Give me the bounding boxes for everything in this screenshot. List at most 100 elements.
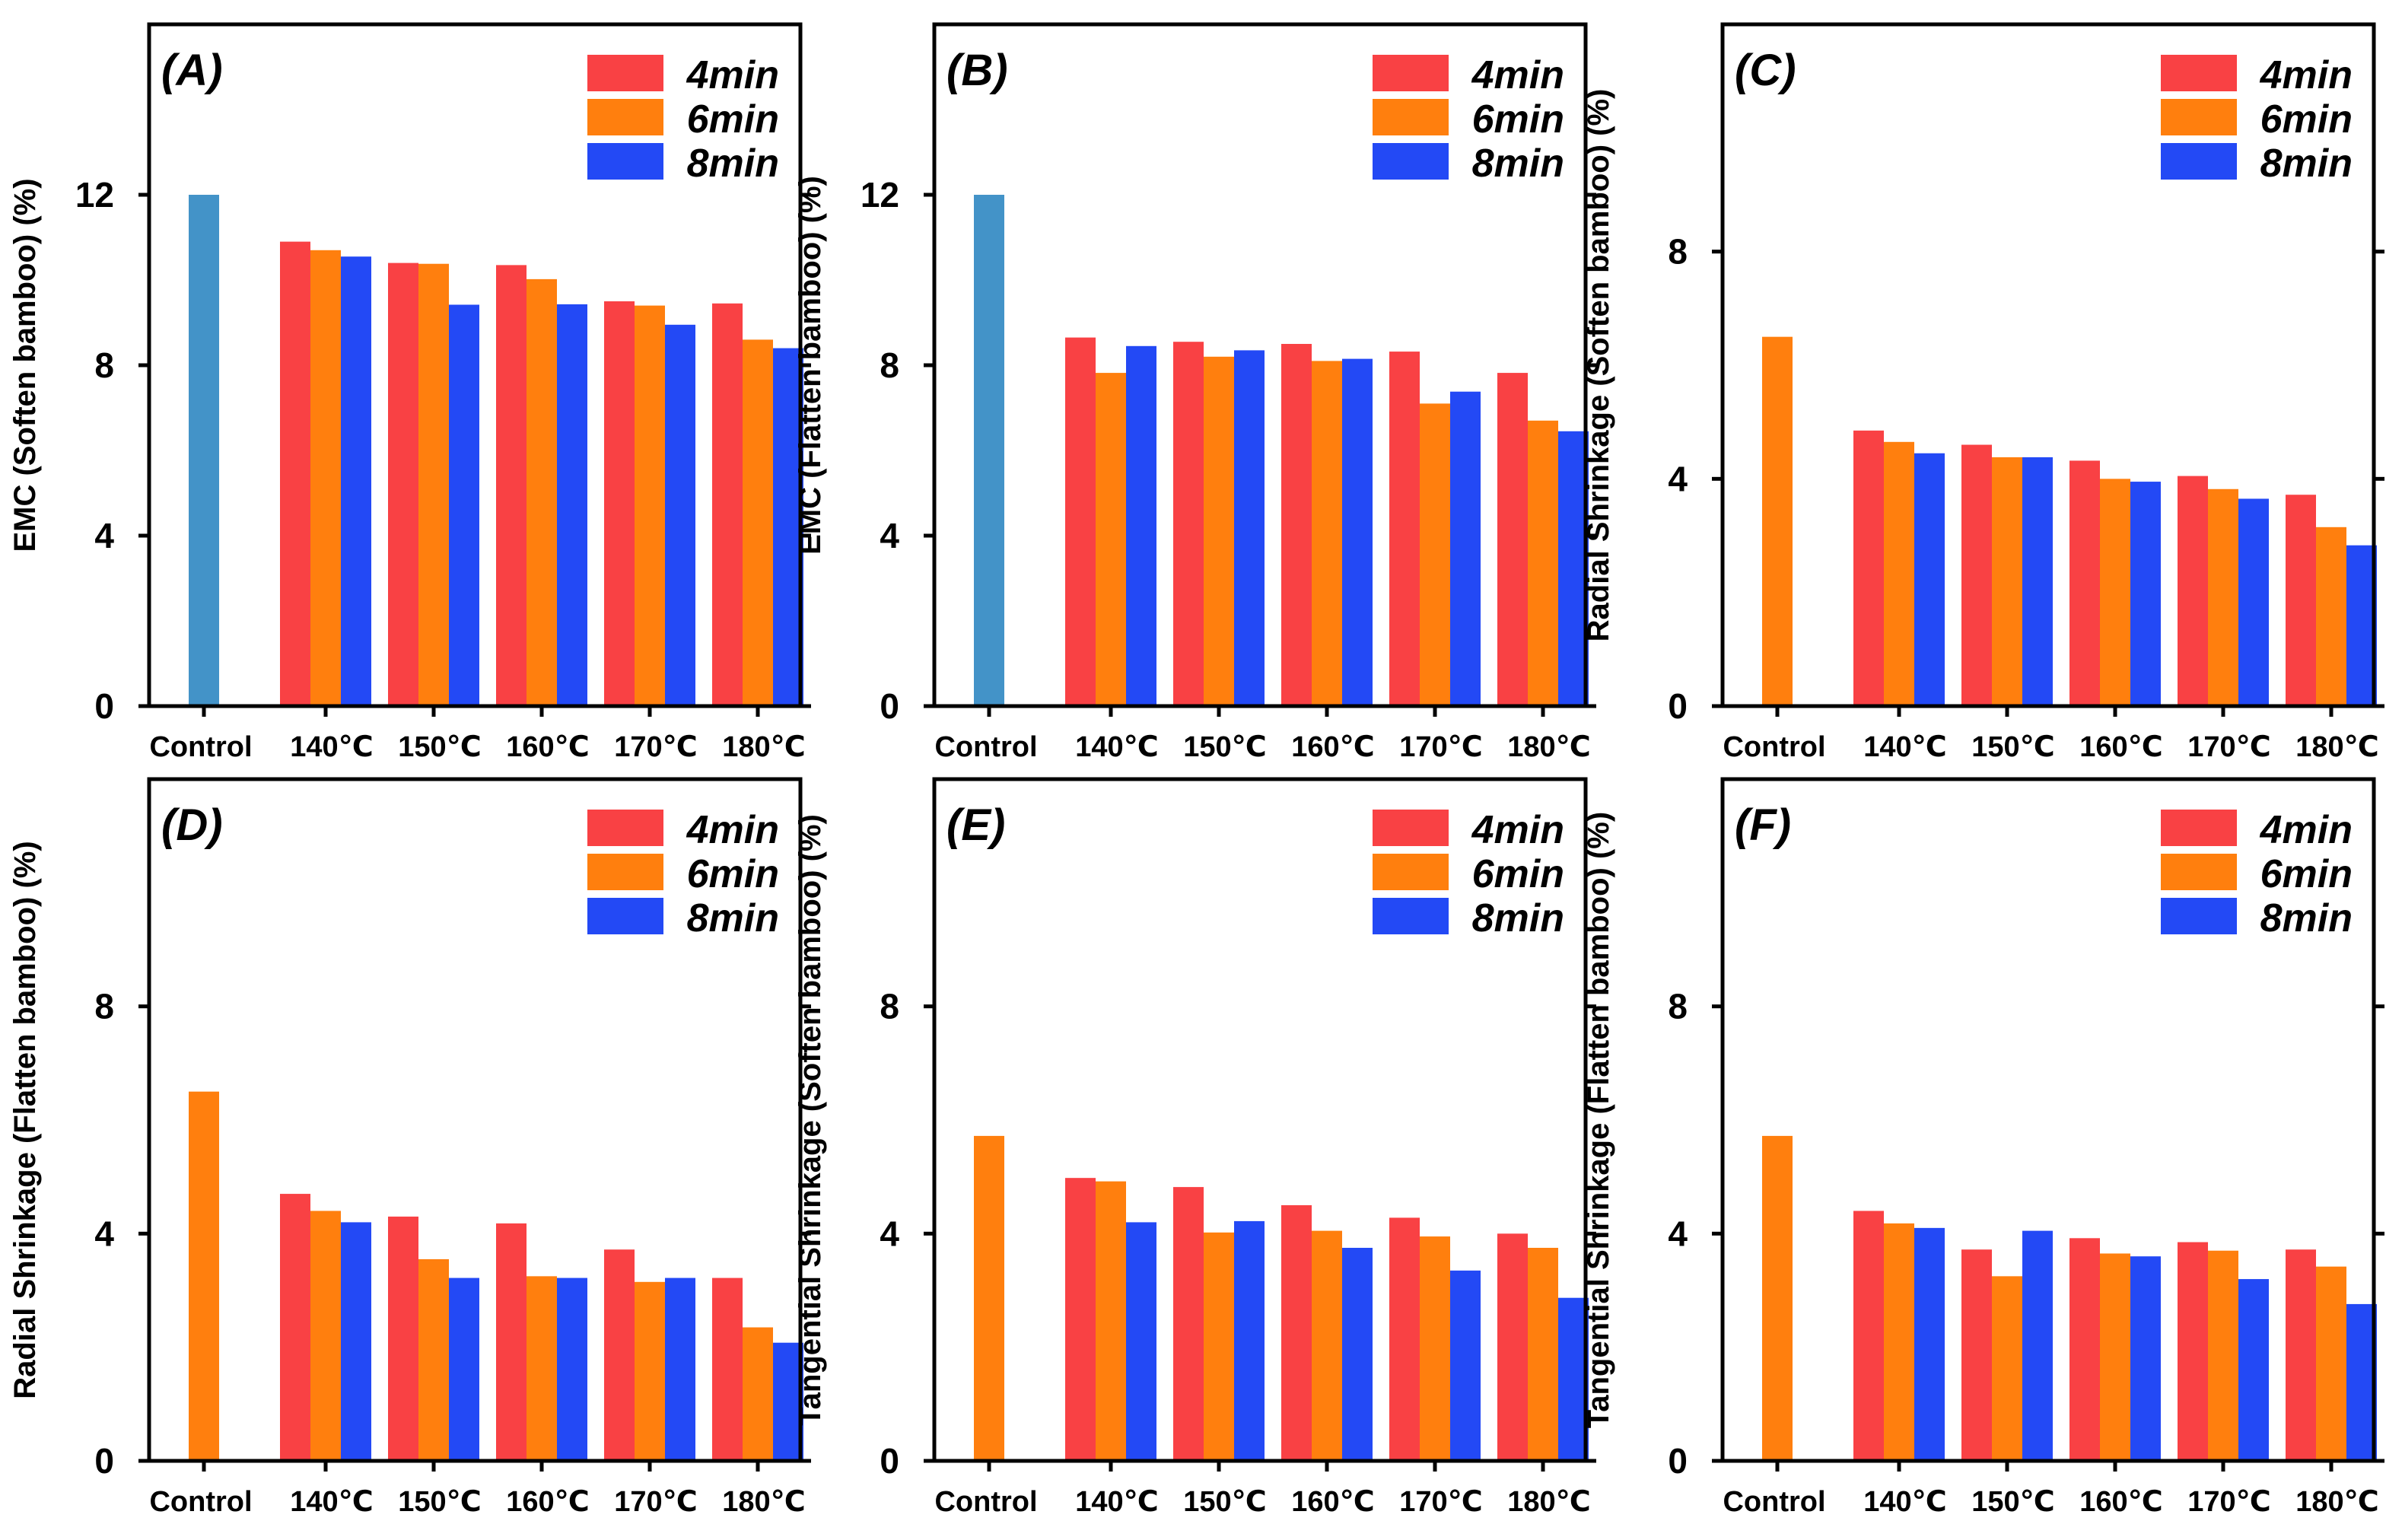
bar-6min-160℃ bbox=[527, 278, 557, 706]
legend-label-8min: 8min bbox=[1472, 142, 1564, 186]
y-tick-label: 0 bbox=[94, 1441, 114, 1481]
y-tick-label: 4 bbox=[880, 1214, 899, 1253]
legend-swatch-6min bbox=[1373, 854, 1449, 890]
legend-swatch-8min bbox=[1373, 898, 1449, 934]
panel-e: 0 4 8 Control 140℃ 150℃ 160℃ 170℃ 180℃ Tangential… bbox=[794, 777, 1596, 1518]
bar-6min-140℃ bbox=[310, 1211, 341, 1461]
bar-8min-180℃ bbox=[773, 348, 803, 706]
bar-6min-180℃ bbox=[743, 1327, 773, 1461]
bar-4min-170℃ bbox=[1389, 1217, 1420, 1461]
bar-4min-180℃ bbox=[712, 303, 743, 706]
y-tick-label: 4 bbox=[1668, 459, 1688, 498]
bar-8min-150℃ bbox=[2022, 1230, 2053, 1461]
legend-label-6min: 6min bbox=[687, 852, 779, 896]
y-axis-label: Tangential Shrinkage (Soften bamboo) (%) bbox=[794, 814, 827, 1426]
bar-8min-180℃ bbox=[1558, 1297, 1589, 1461]
bar-4min-150℃ bbox=[1173, 1187, 1204, 1461]
bar-4min-180℃ bbox=[1497, 373, 1528, 706]
panel-label: (D) bbox=[161, 800, 223, 850]
legend-swatch-4min bbox=[587, 55, 663, 91]
y-tick-label: 0 bbox=[1668, 1441, 1688, 1481]
y-tick-label: 0 bbox=[1668, 686, 1688, 726]
x-tick-label: 180℃ bbox=[1507, 1486, 1590, 1518]
legend-swatch-8min bbox=[587, 143, 663, 180]
bar-4min-170℃ bbox=[604, 301, 635, 706]
y-tick-label: 4 bbox=[94, 1214, 114, 1253]
bar-8min-150℃ bbox=[1234, 350, 1265, 706]
x-tick-label: 180℃ bbox=[1507, 731, 1590, 763]
y-tick-label: 8 bbox=[880, 345, 899, 385]
bar-4min-170℃ bbox=[604, 1249, 635, 1461]
bar-8min-150℃ bbox=[449, 1278, 479, 1461]
bar-4min-150℃ bbox=[1173, 342, 1204, 706]
legend-label-4min: 4min bbox=[686, 808, 779, 852]
y-tick-label: 0 bbox=[94, 686, 114, 726]
bar-4min-180℃ bbox=[2286, 495, 2316, 706]
legend-swatch-4min bbox=[2161, 810, 2237, 846]
bar-6min-170℃ bbox=[2208, 1250, 2238, 1461]
bar-8min-170℃ bbox=[2238, 498, 2269, 706]
panel-label: (A) bbox=[161, 46, 223, 95]
panel-f: 0 4 8 Control 140℃ 150℃ 160℃ 170℃ 180℃ Tangential… bbox=[1582, 777, 2384, 1518]
legend-label-6min: 6min bbox=[1472, 97, 1564, 142]
legend-label-8min: 8min bbox=[687, 142, 779, 186]
bar-6min-170℃ bbox=[635, 305, 665, 707]
x-tick-label: Control bbox=[934, 731, 1037, 763]
legend-label-4min: 4min bbox=[2260, 808, 2353, 852]
bar-8min-160℃ bbox=[557, 1278, 587, 1461]
x-tick-label: 150℃ bbox=[1971, 1486, 2054, 1518]
bar-4min-160℃ bbox=[1281, 1205, 1312, 1461]
x-tick-label: 150℃ bbox=[1183, 1486, 1266, 1518]
y-tick-label: 0 bbox=[880, 686, 899, 726]
panel-label: (F) bbox=[1735, 800, 1791, 850]
legend-label-4min: 4min bbox=[2260, 53, 2353, 97]
bar-8min-160℃ bbox=[1342, 1248, 1373, 1461]
bar-6min-150℃ bbox=[1992, 457, 2022, 706]
bar-6min-170℃ bbox=[1420, 403, 1450, 706]
bar-control bbox=[189, 1091, 219, 1461]
legend-label-4min: 4min bbox=[1471, 53, 1564, 97]
legend-label-8min: 8min bbox=[687, 896, 779, 940]
bar-4min-150℃ bbox=[388, 1216, 418, 1461]
y-tick-label: 4 bbox=[94, 516, 114, 555]
y-tick-label: 8 bbox=[94, 987, 114, 1026]
bar-8min-180℃ bbox=[2346, 1303, 2377, 1461]
x-tick-label: 170℃ bbox=[1399, 731, 1482, 763]
bar-control bbox=[974, 195, 1004, 706]
bar-8min-180℃ bbox=[773, 1342, 803, 1461]
legend-label-4min: 4min bbox=[1471, 808, 1564, 852]
bar-6min-140℃ bbox=[1884, 441, 1914, 706]
legend-label-6min: 6min bbox=[2260, 852, 2353, 896]
bar-6min-160℃ bbox=[1312, 361, 1342, 706]
x-tick-label: Control bbox=[934, 1486, 1037, 1518]
legend-swatch-4min bbox=[587, 810, 663, 846]
bar-6min-160℃ bbox=[527, 1276, 557, 1461]
x-tick-label: Control bbox=[1723, 731, 1825, 763]
bar-8min-140℃ bbox=[1914, 453, 1945, 706]
y-axis-label: Radial Shrinkage (Flatten bamboo) (%) bbox=[8, 841, 42, 1398]
bar-6min-170℃ bbox=[2208, 488, 2238, 706]
bar-4min-140℃ bbox=[1065, 337, 1096, 706]
panel-label: (B) bbox=[946, 46, 1008, 95]
y-axis-label: EMC (Flatten bamboo) (%) bbox=[794, 176, 827, 555]
y-tick-label: 8 bbox=[1668, 232, 1688, 272]
legend-label-8min: 8min bbox=[1472, 896, 1564, 940]
legend-label-6min: 6min bbox=[1472, 852, 1564, 896]
bar-control bbox=[1762, 1135, 1793, 1461]
bar-6min-150℃ bbox=[1204, 1232, 1234, 1461]
bar-4min-160℃ bbox=[2069, 1238, 2100, 1461]
bar-6min-150℃ bbox=[1204, 356, 1234, 706]
legend-swatch-6min bbox=[1373, 99, 1449, 135]
x-tick-label: 140℃ bbox=[1863, 1486, 1946, 1518]
x-tick-label: 160℃ bbox=[1291, 731, 1374, 763]
bar-8min-170℃ bbox=[665, 1278, 695, 1461]
x-tick-label: 160℃ bbox=[1291, 1486, 1374, 1518]
legend-label-6min: 6min bbox=[2260, 97, 2353, 142]
bar-4min-170℃ bbox=[1389, 352, 1420, 706]
y-axis-label: EMC (Soften bamboo) (%) bbox=[8, 178, 42, 552]
bar-4min-170℃ bbox=[2178, 476, 2208, 706]
bar-8min-160℃ bbox=[2130, 482, 2161, 706]
bar-6min-140℃ bbox=[1096, 1181, 1126, 1461]
x-tick-label: Control bbox=[1723, 1486, 1825, 1518]
bar-6min-140℃ bbox=[1096, 373, 1126, 706]
